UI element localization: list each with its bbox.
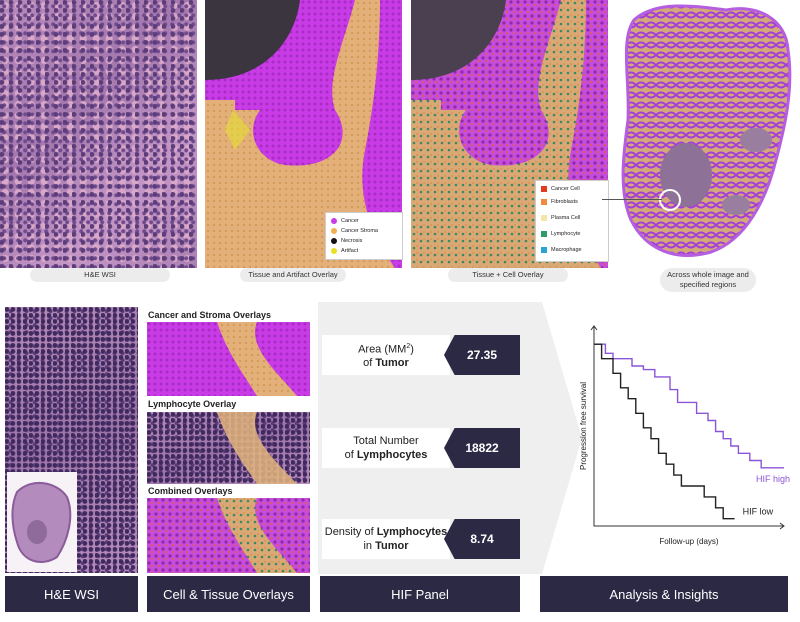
tissue-artifact-overlay-image bbox=[205, 0, 402, 268]
metric-value: 27.35 bbox=[444, 335, 520, 375]
whole-slide-shapes bbox=[621, 4, 792, 257]
metric-tumor-area: Area (MM2) of Tumor 27.35 bbox=[322, 335, 520, 375]
metric-label-line1: Area (MM2) bbox=[358, 342, 414, 356]
series-label-hif-low: HIF low bbox=[743, 507, 774, 517]
footer-analysis: Analysis & Insights bbox=[540, 576, 788, 612]
y-axis-arrow bbox=[590, 325, 598, 331]
tissue-cell-overlay-image bbox=[411, 0, 608, 268]
region-connector-line bbox=[602, 199, 662, 200]
legend-item: Plasma Cell bbox=[541, 210, 603, 226]
whole-image-caption: Across whole image and specified regions bbox=[660, 268, 756, 292]
combined-shapes bbox=[147, 498, 310, 573]
tissue-overlay-shapes bbox=[205, 0, 402, 268]
legend-item: Cancer bbox=[331, 216, 397, 226]
cell-legend: Cancer Cell Fibroblasts Plasma Cell Lymp… bbox=[535, 180, 609, 262]
legend-item: Necrosis bbox=[331, 236, 397, 246]
legend-item: Cancer Stroma bbox=[331, 226, 397, 236]
thumbnail-inset bbox=[7, 472, 77, 572]
he-wsi-closeup-image bbox=[5, 307, 138, 573]
cell-overlay-caption: Tissue + Cell Overlay bbox=[448, 268, 568, 282]
legend-swatch bbox=[331, 228, 337, 234]
lymphocyte-overlay-image bbox=[147, 412, 310, 484]
chart-axes bbox=[593, 326, 784, 527]
legend-label: Artifact bbox=[341, 248, 359, 254]
legend-swatch bbox=[541, 231, 547, 237]
tissue-overlay-caption: Tissue and Artifact Overlay bbox=[240, 268, 346, 282]
x-axis-arrow bbox=[779, 522, 785, 530]
metric-label: Area (MM2) of Tumor bbox=[322, 335, 450, 375]
footer-overlays: Cell & Tissue Overlays bbox=[147, 576, 310, 612]
legend-label: Cancer Stroma bbox=[341, 228, 378, 234]
y-axis-label: Progression free survival bbox=[579, 382, 588, 470]
metric-label-line1: Density of Lymphocytes bbox=[324, 526, 448, 538]
legend-swatch bbox=[541, 215, 547, 221]
combined-overlay-title: Combined Overlays bbox=[148, 486, 233, 496]
legend-swatch bbox=[331, 238, 337, 244]
metric-label-line2: of Tumor bbox=[363, 357, 409, 370]
whole-slide-image bbox=[616, 0, 800, 268]
legend-label: Cancer Cell bbox=[551, 186, 580, 192]
metric-lymphocyte-density: Density of Lymphocytes in Tumor 8.74 bbox=[322, 519, 520, 559]
legend-label: Macrophage bbox=[551, 247, 582, 253]
legend-label: Lymphocyte bbox=[551, 231, 581, 237]
footer-hif-panel: HIF Panel bbox=[320, 576, 520, 612]
survival-chart: HIF high HIF low Follow-up (days) Progressi… bbox=[579, 325, 790, 546]
legend-swatch bbox=[331, 248, 337, 254]
lymphocyte-overlay-title: Lymphocyte Overlay bbox=[148, 399, 237, 409]
cell-overlay-shapes bbox=[411, 0, 608, 268]
cancer-stroma-overlay-image bbox=[147, 322, 310, 396]
combined-overlay-image bbox=[147, 498, 310, 573]
hif-panel-arrow bbox=[542, 302, 582, 574]
series-line-hif-low bbox=[594, 343, 735, 520]
legend-label: Fibroblasts bbox=[551, 199, 578, 205]
series-line-hif-high bbox=[594, 343, 784, 469]
metric-label-line2: in Tumor bbox=[363, 540, 409, 552]
legend-item: Cancer Cell bbox=[541, 184, 603, 194]
he-wsi-caption: H&E WSI bbox=[30, 268, 170, 282]
legend-item: Artifact bbox=[331, 246, 397, 256]
legend-label: Plasma Cell bbox=[551, 215, 581, 221]
tissue-legend: Cancer Cancer Stroma Necrosis Artifact bbox=[325, 212, 403, 260]
footer-he-wsi: H&E WSI bbox=[5, 576, 138, 612]
legend-swatch bbox=[541, 186, 547, 192]
lymphocyte-shapes bbox=[217, 412, 297, 484]
legend-item: Lymphocyte bbox=[541, 226, 603, 242]
legend-label: Cancer bbox=[341, 218, 359, 224]
metric-label-line2: of Lymphocytes bbox=[344, 449, 428, 461]
metric-label: Total Number of Lymphocytes bbox=[322, 428, 450, 468]
he-wsi-image bbox=[0, 0, 197, 268]
series-label-hif-high: HIF high bbox=[756, 474, 790, 484]
legend-label: Necrosis bbox=[341, 238, 363, 244]
x-axis-label: Follow-up (days) bbox=[659, 537, 718, 546]
metric-label: Density of Lymphocytes in Tumor bbox=[322, 519, 450, 559]
legend-item: Macrophage bbox=[541, 242, 603, 258]
legend-swatch bbox=[331, 218, 337, 224]
metric-value: 8.74 bbox=[444, 519, 520, 559]
cancer-stroma-shapes bbox=[147, 322, 310, 396]
legend-item: Fibroblasts bbox=[541, 194, 603, 210]
metric-label-line1: Total Number bbox=[353, 435, 419, 447]
legend-swatch bbox=[541, 199, 547, 205]
metric-lymphocyte-count: Total Number of Lymphocytes 18822 bbox=[322, 428, 520, 468]
metric-value: 18822 bbox=[444, 428, 520, 468]
thumbnail-slide bbox=[11, 481, 72, 563]
legend-swatch bbox=[541, 247, 547, 253]
cancer-stroma-overlay-title: Cancer and Stroma Overlays bbox=[148, 310, 272, 320]
